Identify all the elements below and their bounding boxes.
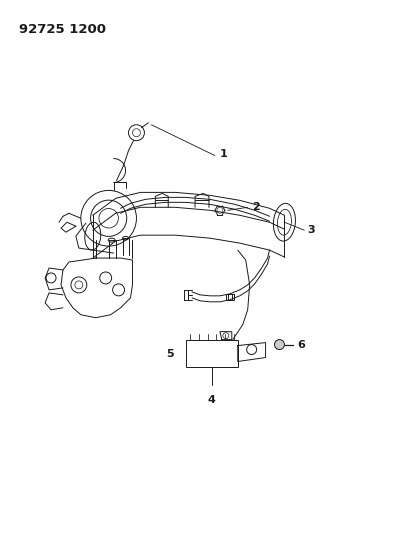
- Text: 6: 6: [297, 340, 305, 350]
- Bar: [186, 340, 238, 367]
- Circle shape: [275, 340, 284, 350]
- Text: 2: 2: [252, 203, 260, 212]
- Text: 4: 4: [208, 395, 216, 405]
- Text: 92725 1200: 92725 1200: [19, 23, 106, 36]
- Text: 1: 1: [220, 149, 228, 159]
- Bar: [226, 294, 234, 300]
- Text: 5: 5: [166, 349, 174, 359]
- Text: 3: 3: [307, 225, 315, 235]
